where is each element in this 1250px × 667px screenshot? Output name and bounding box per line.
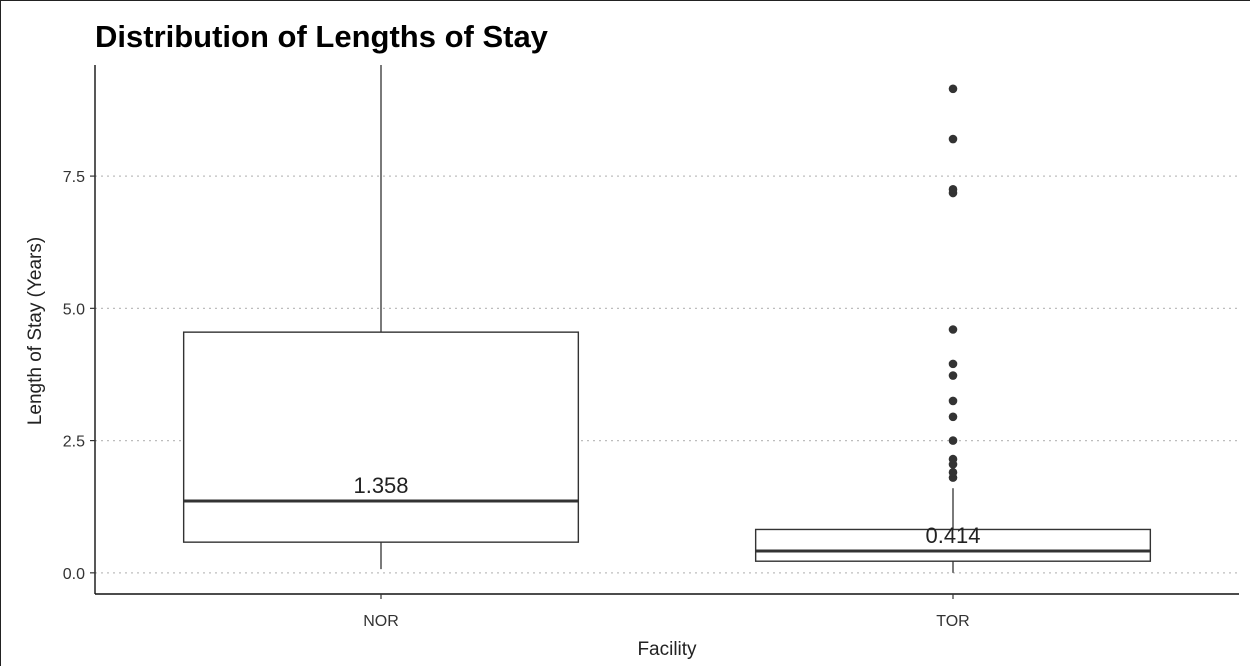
box-tor: 0.414 (754, 84, 1152, 573)
median-label: 0.414 (925, 523, 980, 548)
chart-title: Distribution of Lengths of Stay (95, 19, 549, 54)
outlier-point (948, 396, 958, 406)
outlier-point (948, 134, 958, 144)
outlier-point (948, 436, 958, 445)
y-tick-label: 7.5 (63, 169, 85, 186)
outlier-point (948, 412, 958, 422)
x-tick-label: NOR (363, 613, 399, 630)
outlier-point (948, 371, 958, 380)
median-label: 1.358 (353, 473, 408, 498)
y-tick-label: 0.0 (63, 566, 85, 583)
outlier-point (948, 359, 958, 369)
tick-labels: 0.0 2.5 5.0 7.5 NOR TOR (63, 169, 970, 630)
boxes: 1.358 0.414 (182, 65, 1152, 573)
outlier-point (948, 84, 958, 94)
outlier-point (948, 468, 958, 477)
y-axis-title: Length of Stay (Years) (25, 237, 46, 425)
x-axis-title: Facility (637, 639, 697, 660)
y-tick-label: 2.5 (63, 434, 85, 451)
x-tick-label: TOR (936, 613, 969, 630)
outlier-point (948, 185, 958, 194)
box-nor: 1.358 (182, 65, 580, 570)
outlier-point (948, 454, 958, 464)
y-tick-label: 5.0 (63, 301, 85, 318)
iqr-box (182, 331, 580, 543)
outlier-point (948, 325, 958, 334)
iqr-box (754, 528, 1152, 562)
grid-lines (95, 175, 1239, 574)
axes (94, 65, 1239, 595)
